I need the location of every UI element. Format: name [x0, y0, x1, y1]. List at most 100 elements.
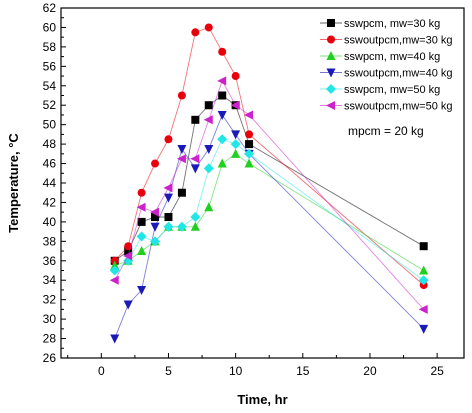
series-5-point — [230, 139, 241, 150]
series-1-point — [151, 213, 160, 222]
series-1-point — [218, 91, 227, 100]
series-2-point — [137, 188, 146, 197]
legend-marker — [326, 68, 336, 78]
y-tick-label: 42 — [43, 195, 57, 209]
series-5-point — [163, 221, 174, 232]
series-4-point — [204, 144, 214, 154]
legend-entry-6: sswoutpcm,mw=50 kg — [320, 101, 453, 113]
series-6-point — [150, 207, 160, 217]
series-6-point — [109, 275, 119, 285]
series-4-point — [163, 193, 173, 203]
series-2 — [110, 23, 428, 290]
series-5-point — [176, 221, 187, 232]
series-5-point — [190, 212, 201, 223]
legend-marker — [327, 19, 335, 27]
y-tick-label: 54 — [43, 79, 57, 93]
series-3-point — [217, 158, 227, 168]
y-tick-label: 62 — [43, 1, 57, 15]
series-3-point — [244, 158, 254, 168]
legend-entry-4: sswoutpcm,mw=40 kg — [320, 68, 453, 80]
y-tick-label: 58 — [43, 40, 57, 54]
x-tick-label: 10 — [229, 364, 243, 378]
y-tick-label: 34 — [43, 273, 57, 287]
series-5-point — [217, 134, 228, 145]
series-4-point — [177, 144, 187, 154]
axes: 0 5 10 15 20 25 26 28 30 32 34 36 38 40 42 44 46 48 50 52 54… — [43, 1, 444, 378]
series-6-point — [176, 154, 186, 164]
series-6-point — [190, 154, 200, 164]
y-tick-label: 44 — [43, 176, 57, 190]
x-tick-label: 25 — [430, 364, 444, 378]
series-4 — [110, 110, 429, 344]
y-tick-label: 56 — [43, 59, 57, 73]
series-4-point — [150, 222, 160, 232]
series-2-point — [151, 159, 160, 168]
y-tick-label: 26 — [43, 351, 57, 365]
y-tick-label: 40 — [43, 215, 57, 229]
series-6-point — [136, 202, 146, 212]
y-tick-label: 36 — [43, 254, 57, 268]
x-tick-label: 15 — [296, 364, 310, 378]
legend: sswpcm, mw=30 kg sswoutpcm,mw=30 kg sswpcm… — [320, 18, 453, 113]
series-2-point — [231, 72, 240, 81]
x-tick-label: 0 — [98, 364, 105, 378]
series-1-point — [204, 101, 213, 110]
series-3-point — [231, 148, 241, 158]
series-3-point — [110, 260, 120, 270]
legend-label: sswoutpcm,mw=50 kg — [344, 101, 453, 113]
x-tick-label: 5 — [165, 364, 172, 378]
legend-label: sswpcm, mw=50 kg — [344, 84, 440, 96]
series-4-point — [419, 324, 429, 334]
series-2-point — [204, 23, 213, 32]
y-tick-label: 50 — [43, 118, 57, 132]
series-5 — [109, 134, 429, 286]
x-axis-title: Time, hr — [237, 392, 287, 407]
series-6-point — [217, 76, 227, 86]
legend-label: sswoutpcm,mw=40 kg — [344, 68, 453, 80]
legend-marker — [326, 101, 335, 110]
series-6-point — [244, 110, 254, 120]
series-1-point — [137, 217, 146, 226]
series-4-point — [217, 110, 227, 120]
y-tick-label: 38 — [43, 234, 57, 248]
series-2-point — [245, 130, 254, 139]
series-5-point — [150, 236, 161, 247]
series-6-point — [230, 100, 240, 110]
y-tick-label: 32 — [43, 293, 57, 307]
legend-entry-2: sswoutpcm,mw=30 kg — [320, 35, 453, 47]
series-6-point — [418, 304, 428, 314]
y-tick-label: 46 — [43, 157, 57, 171]
series-6 — [109, 76, 428, 314]
series-1-point — [191, 115, 200, 124]
series-6-point — [163, 183, 173, 193]
series-5-point — [203, 163, 214, 174]
series-5-point — [244, 148, 255, 159]
series-4-point — [190, 164, 200, 174]
series-2-point — [191, 28, 200, 37]
legend-marker — [326, 84, 336, 94]
series-4-point — [123, 300, 133, 310]
legend-label: sswpcm, mw=40 kg — [344, 51, 440, 63]
series-4-point — [137, 285, 147, 295]
series-6-point — [123, 251, 133, 261]
series-6-point — [203, 115, 213, 125]
series-1-line — [114, 94, 424, 262]
y-tick-label: 60 — [43, 20, 57, 34]
series-4-point — [110, 334, 120, 344]
legend-marker — [326, 51, 336, 60]
series-2-point — [218, 47, 227, 56]
legend-label: sswpcm, mw=30 kg — [344, 18, 440, 30]
series-1-point — [177, 188, 186, 197]
x-tick-label: 20 — [363, 364, 377, 378]
legend-entry-1: sswpcm, mw=30 kg — [320, 18, 440, 30]
series-5-point — [418, 275, 429, 286]
y-axis-title: Temperature, °C — [6, 133, 21, 233]
annotation-mpcm: mpcm = 20 kg — [348, 124, 424, 138]
series-2-line — [114, 26, 424, 286]
legend-entry-5: sswpcm, mw=50 kg — [320, 84, 440, 96]
series-2-point — [177, 91, 186, 100]
series-3-point — [137, 246, 147, 256]
